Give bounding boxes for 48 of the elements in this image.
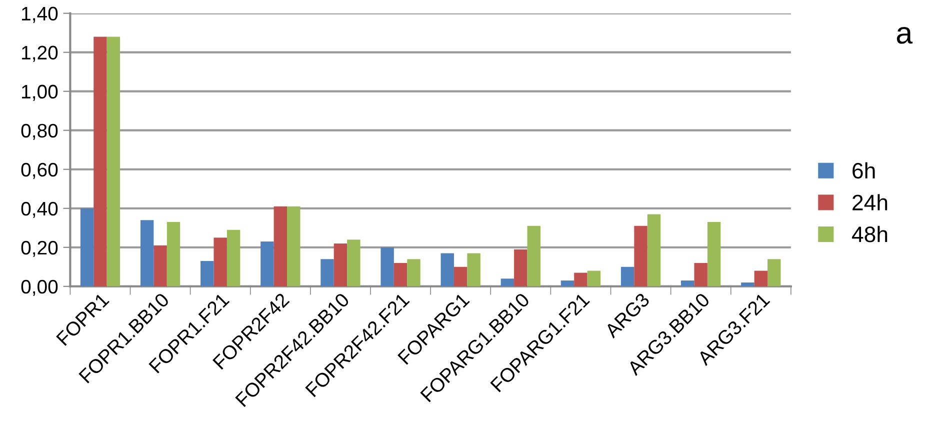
bar [681,280,694,286]
bar [407,259,420,286]
bar [106,36,120,286]
bar [214,238,227,286]
bar [140,220,154,286]
bar [560,280,574,286]
y-tick-label: 1,20 [22,46,58,62]
bar [380,247,394,286]
bar [154,245,167,286]
bar [754,270,768,286]
bar [334,243,348,286]
y-tick-label: 1,40 [22,6,58,23]
bar [620,266,634,286]
bar [454,266,468,286]
y-tick-label: 1,00 [22,84,58,101]
bar [514,249,528,286]
y-tick-label: 0,60 [21,162,58,179]
bar [587,270,601,286]
bar [647,214,661,286]
bar [94,36,107,286]
bar [694,262,708,286]
legend-label: 24h [852,194,888,210]
bar [260,242,274,286]
y-tick-label: 0,00 [21,280,58,296]
bar [707,222,721,286]
bar [634,226,648,286]
bar [527,226,540,286]
bar [467,253,480,286]
legend-label: 48h [852,226,888,242]
bar [500,278,514,286]
bar [767,259,781,286]
y-tick-label: 0,20 [21,240,58,257]
bar [274,206,288,286]
bar [347,240,360,286]
legend-label: 6h [852,162,875,179]
bar [80,208,94,286]
bar [287,206,300,286]
bar [200,261,214,286]
y-tick-label: 0,40 [21,202,58,218]
bar [440,253,454,286]
bar [320,259,334,286]
bar [166,222,180,286]
bar [226,230,240,286]
bar [741,282,754,286]
y-tick-label: 0,80 [21,124,58,140]
bar [394,262,408,286]
bar [574,272,588,286]
text: a [896,26,913,44]
